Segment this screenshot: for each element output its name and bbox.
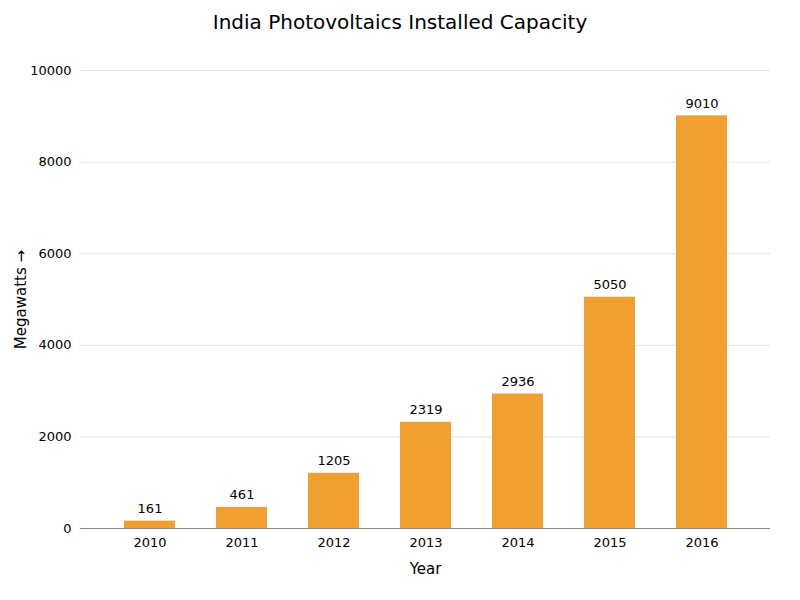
svg-text:2010: 2010 <box>133 535 166 550</box>
svg-text:6000: 6000 <box>38 246 71 261</box>
svg-text:2936: 2936 <box>501 374 534 389</box>
svg-text:161: 161 <box>138 501 163 516</box>
svg-text:2319: 2319 <box>409 402 442 417</box>
svg-text:2000: 2000 <box>38 429 71 444</box>
svg-text:2013: 2013 <box>409 535 442 550</box>
html-text:India Photovoltaics Installed: India Photovoltaics Installed Capacity <box>212 10 588 34</box>
svg-text:10000: 10000 <box>30 63 71 78</box>
svg-text:2016: 2016 <box>685 535 718 550</box>
svg-text:2015: 2015 <box>593 535 626 550</box>
svg-text:Year: Year <box>409 560 443 578</box>
svg-text:461: 461 <box>230 487 255 502</box>
svg-text:2012: 2012 <box>317 535 350 550</box>
svg-text:4000: 4000 <box>38 337 71 352</box>
svg-text:2014: 2014 <box>501 535 534 550</box>
svg-text:2011: 2011 <box>225 535 258 550</box>
svg-text:8000: 8000 <box>38 154 71 169</box>
svg-text:1205: 1205 <box>317 453 350 468</box>
svg-text:0: 0 <box>63 521 71 536</box>
svg-text:5050: 5050 <box>593 277 626 292</box>
svg-text:9010: 9010 <box>685 96 718 111</box>
svg-text:Megawatts →: Megawatts → <box>12 250 30 349</box>
